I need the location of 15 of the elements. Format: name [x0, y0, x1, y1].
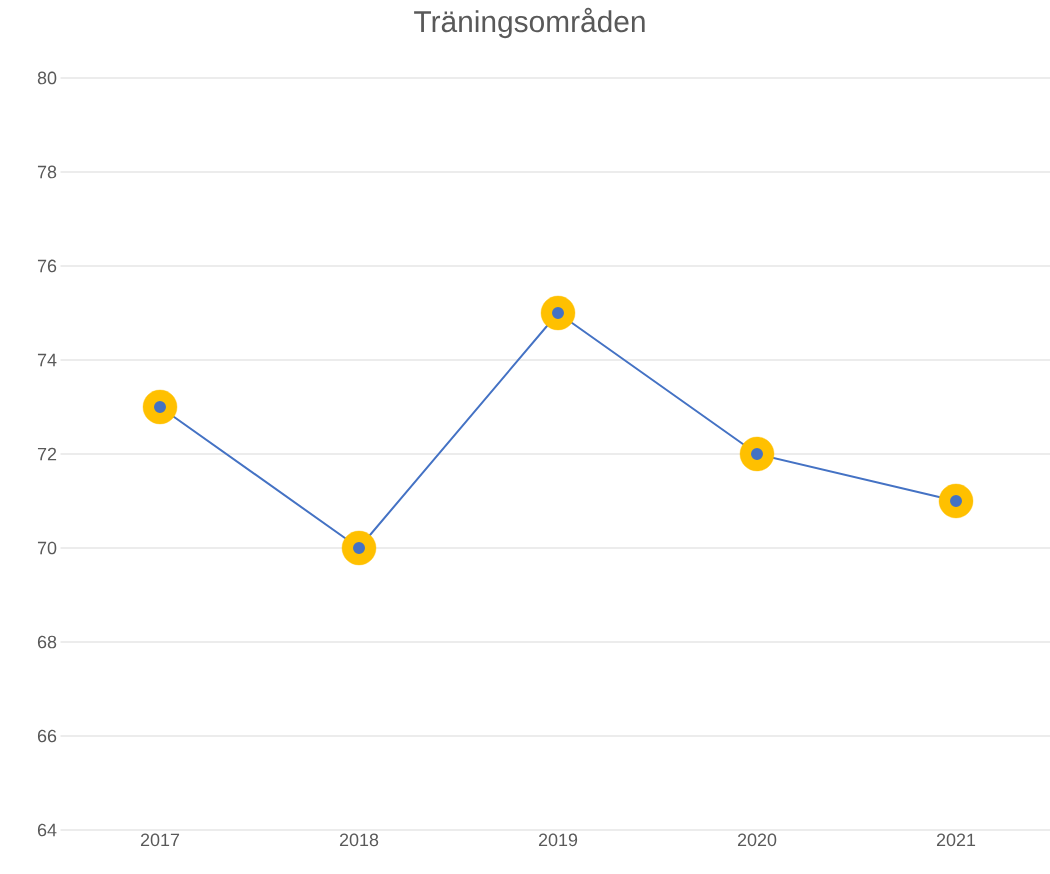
y-tick-label: 74: [37, 353, 57, 367]
chart-title: Träningsområden: [414, 7, 645, 39]
y-tick-label: 64: [37, 823, 57, 837]
y-tick-label: 72: [37, 447, 57, 461]
x-tick-label: 2019: [538, 833, 578, 847]
x-tick-label: 2017: [140, 833, 180, 847]
x-tick-label: 2021: [936, 833, 976, 847]
y-tick-label: 76: [37, 259, 57, 273]
y-tick-label: 80: [37, 71, 57, 85]
y-tick-label: 70: [37, 541, 57, 555]
y-tick-label: 66: [37, 729, 57, 743]
x-tick-label: 2020: [737, 833, 777, 847]
y-tick-label: 68: [37, 635, 57, 649]
x-tick-label: 2018: [339, 833, 379, 847]
y-tick-label: 78: [37, 165, 57, 179]
